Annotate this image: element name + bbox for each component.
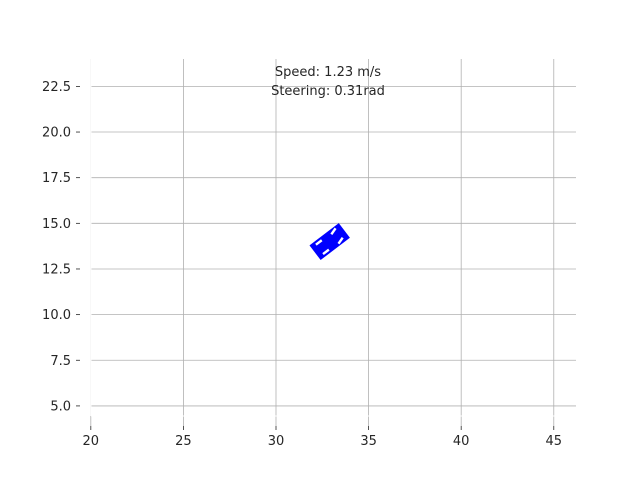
x-tick-label: 30: [268, 434, 285, 449]
y-tick-label: 17.5: [42, 171, 71, 186]
front-left-wheel: [330, 227, 337, 236]
y-tick-label: 12.5: [42, 262, 71, 277]
y-tick-label: 15.0: [42, 217, 71, 232]
x-axis-ticks: 20 25 30 35 40 45: [83, 426, 563, 449]
x-tick-label: 35: [360, 434, 377, 449]
vehicle-body-group: [309, 223, 350, 261]
y-axis-ticks: 5.0 7.5 10.0 12.5 15.0 17.5 20.0 22.5: [42, 80, 80, 414]
x-tick-label: 40: [453, 434, 470, 449]
speed-readout: Speed: 1.23 m/s: [275, 65, 381, 80]
vehicle-body: [309, 223, 350, 261]
rear-left-wheel: [315, 239, 323, 246]
y-tick-label: 5.0: [50, 399, 71, 414]
steering-readout: Steering: 0.31rad: [271, 84, 385, 99]
grid: [90, 59, 576, 426]
front-right-wheel: [337, 237, 344, 245]
axis-spines: [90, 59, 576, 417]
y-tick-label: 22.5: [42, 80, 71, 95]
x-tick-label: 25: [175, 434, 192, 449]
x-tick-label: 20: [83, 434, 100, 449]
vehicle: [309, 223, 350, 261]
x-tick-label: 45: [546, 434, 563, 449]
rear-right-wheel: [322, 248, 330, 256]
y-tick-label: 10.0: [42, 308, 71, 323]
y-tick-label: 7.5: [50, 354, 71, 369]
y-tick-label: 20.0: [42, 126, 71, 141]
